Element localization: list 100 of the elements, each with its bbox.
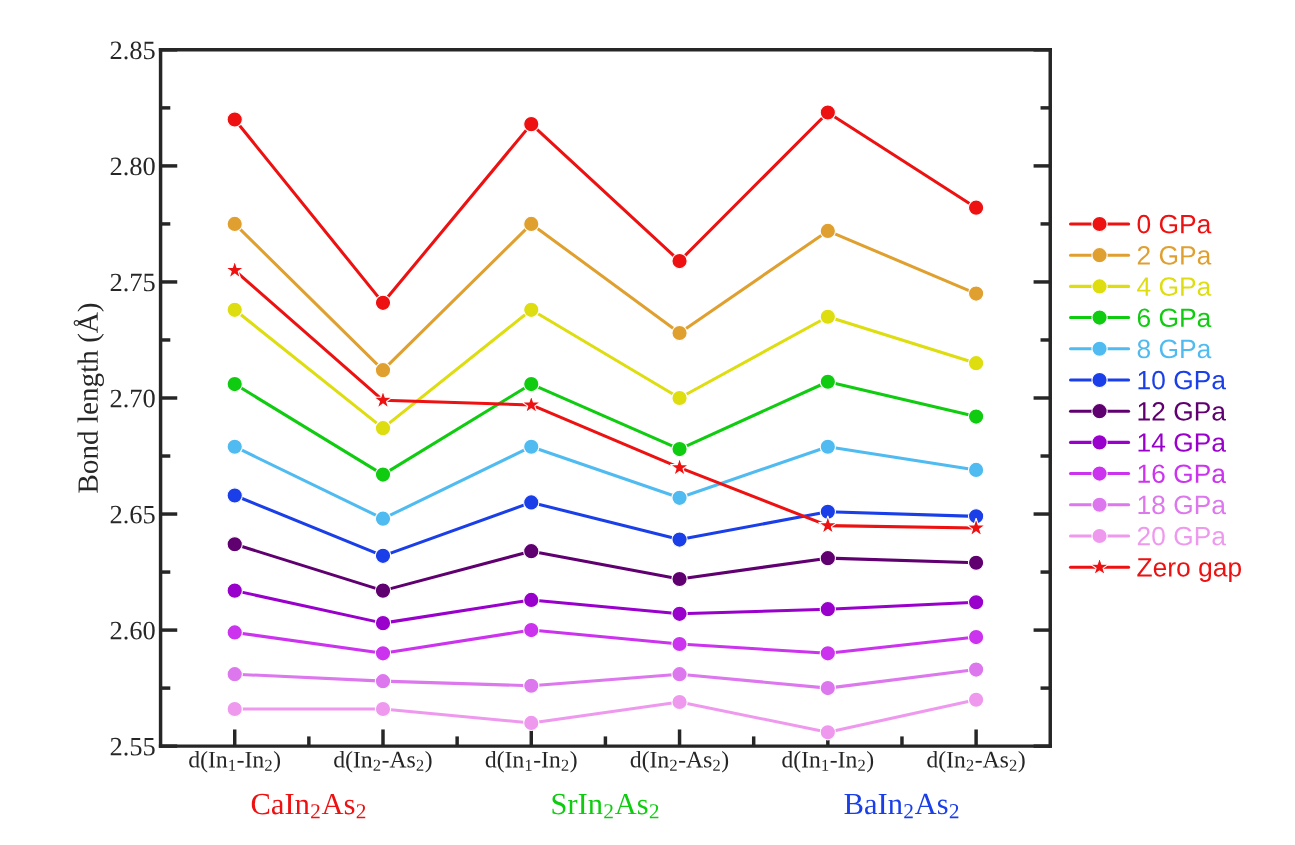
point (671, 605, 688, 623)
point (671, 531, 688, 548)
point (967, 554, 985, 571)
point (967, 199, 985, 216)
point (521, 394, 542, 414)
legend-label: 8 GPa (1137, 339, 1212, 359)
point (967, 661, 985, 678)
point (671, 665, 688, 683)
point (374, 361, 392, 379)
point (374, 419, 392, 437)
point (671, 324, 688, 342)
point (967, 461, 985, 479)
legend-label: 12 GPa (1138, 401, 1226, 421)
x-tick-label: d(In$_{2}$-As$_{2}$) (927, 751, 1025, 773)
legend-label: 4 GPa (1137, 277, 1212, 296)
point (819, 503, 837, 520)
point (374, 700, 392, 718)
point (523, 494, 540, 511)
point (967, 285, 985, 302)
y-tick-label: 2.80 (110, 157, 155, 176)
point (523, 438, 540, 455)
point (373, 390, 393, 409)
point (374, 547, 392, 565)
y-tick-label: 2.55 (110, 737, 155, 756)
y-tick-label: 2.75 (110, 273, 155, 292)
legend-label: 10 GPa (1138, 370, 1226, 390)
point (819, 308, 837, 325)
legend-label: 6 GPa (1137, 308, 1212, 328)
point (967, 408, 985, 425)
point (671, 389, 688, 407)
legend-label: 18 GPa (1138, 495, 1226, 515)
point (226, 582, 243, 599)
point (819, 438, 837, 455)
point (226, 438, 243, 455)
point (224, 260, 245, 279)
point (374, 645, 392, 662)
text: BaIn$_{2}$As$_{2}$ (844, 793, 959, 819)
point (226, 215, 243, 233)
point (818, 515, 838, 535)
point (819, 724, 837, 741)
y-tick-label: 2.60 (110, 621, 155, 640)
legend-label: 0 GPa (1137, 214, 1212, 234)
point (523, 375, 540, 393)
point (374, 510, 392, 527)
point (671, 489, 688, 506)
point (819, 222, 837, 240)
point (967, 594, 985, 611)
point (226, 111, 243, 128)
point (226, 624, 243, 641)
point (374, 582, 392, 599)
legend-label: 14 GPa (1138, 433, 1226, 452)
legend-label: Zero gap (1137, 558, 1242, 582)
point (374, 614, 392, 632)
y-tick-label: 2.85 (110, 41, 155, 60)
text: CaIn$_{2}$As$_{2}$ (251, 793, 366, 819)
point (671, 440, 688, 458)
point (819, 679, 837, 697)
point (967, 628, 985, 646)
point (523, 542, 540, 560)
y-axis-title: Bond length (Å) (73, 303, 104, 493)
point (523, 301, 540, 318)
y-tick-label: 2.65 (110, 505, 155, 524)
y-tick-label: 2.70 (110, 389, 155, 408)
point (523, 621, 540, 639)
point (671, 635, 688, 653)
point (967, 508, 985, 525)
point (819, 601, 837, 618)
point (523, 215, 540, 233)
point (819, 549, 837, 567)
point (374, 466, 392, 483)
point (226, 301, 243, 318)
point (967, 691, 985, 708)
point (523, 714, 540, 732)
point (671, 570, 688, 588)
point (226, 375, 243, 393)
point (819, 104, 837, 121)
legend-label: 2 GPa (1137, 246, 1212, 265)
point (523, 115, 540, 133)
point (967, 354, 985, 372)
point (226, 665, 243, 683)
point (819, 373, 837, 390)
x-tick-label: d(In$_{1}$-In$_{2}$) (189, 751, 281, 773)
point (374, 672, 392, 690)
legend-label: 16 GPa (1138, 464, 1226, 484)
x-tick-label: d(In$_{2}$-As$_{2}$) (630, 751, 729, 773)
text: SrIn$_{2}$As$_{2}$ (552, 793, 659, 819)
point (226, 700, 243, 718)
x-tick-label: d(In$_{1}$-In$_{2}$) (485, 751, 577, 773)
legend-label: 20 GPa (1137, 526, 1226, 546)
point (523, 591, 540, 609)
point (966, 517, 986, 537)
x-tick-label: d(In$_{1}$-In$_{2}$) (782, 751, 874, 773)
x-tick-label: d(In$_{2}$-As$_{2}$) (334, 751, 432, 773)
point (669, 457, 690, 477)
point (226, 487, 243, 504)
point (671, 252, 688, 270)
point (819, 645, 837, 662)
point (523, 677, 540, 694)
point (226, 536, 243, 553)
point (374, 294, 392, 312)
